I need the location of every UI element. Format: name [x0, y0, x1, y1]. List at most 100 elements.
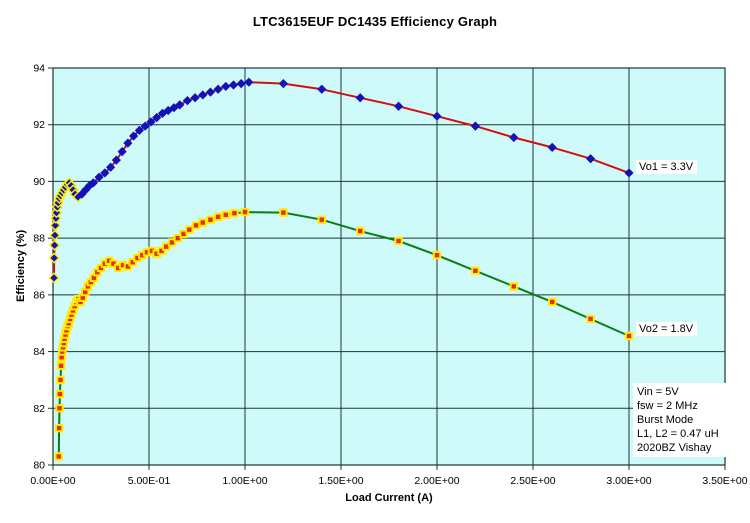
x-tick-label: 0.00E+00	[30, 475, 75, 487]
square-marker	[221, 210, 231, 220]
y-tick-label: 80	[33, 460, 45, 472]
conditions-annotation: Vin = 5V fsw = 2 MHz Burst Mode L1, L2 =…	[633, 383, 750, 457]
diamond-marker	[48, 239, 61, 251]
y-tick-label: 86	[33, 289, 45, 301]
diamond-marker	[81, 185, 91, 195]
diamond-marker	[48, 272, 60, 284]
square-marker	[509, 282, 519, 291]
annotation-line: Vin = 5V	[637, 386, 679, 398]
y-axis-title: Efficiency (%)	[15, 229, 27, 303]
square-marker	[109, 259, 118, 268]
square-marker	[191, 221, 201, 230]
diamond-marker	[182, 96, 192, 106]
diamond-marker	[394, 101, 404, 111]
y-tick-label: 88	[33, 233, 45, 245]
diamond-marker	[547, 142, 557, 152]
square-marker	[624, 331, 634, 341]
x-tick-label: 2.50E+00	[510, 475, 555, 487]
y-tick-label: 82	[33, 403, 45, 415]
x-tick-label: 3.50E+00	[702, 475, 747, 487]
diamond-marker	[432, 111, 442, 121]
diamond-marker	[278, 78, 288, 89]
diamond-marker	[244, 77, 254, 87]
diamond-marker	[111, 155, 121, 165]
y-tick-label: 90	[33, 176, 45, 188]
square-marker	[173, 233, 183, 243]
x-tick-label: 3.00E+00	[606, 475, 651, 487]
square-marker	[206, 215, 215, 224]
diamond-marker	[198, 90, 208, 100]
plot-area	[53, 68, 725, 465]
diamond-marker	[129, 131, 139, 141]
diamond-marker	[88, 178, 98, 188]
annotation-line: fsw = 2 MHz	[637, 400, 698, 412]
diamond-marker	[221, 81, 231, 92]
square-marker	[185, 225, 194, 234]
square-marker	[471, 266, 480, 275]
diamond-marker	[236, 78, 246, 89]
diamond-marker	[134, 125, 144, 135]
diamond-marker	[624, 168, 634, 178]
square-marker	[123, 262, 133, 271]
square-marker	[54, 452, 63, 461]
square-marker	[179, 229, 188, 239]
square-marker	[198, 218, 207, 227]
square-marker	[317, 215, 327, 224]
diamond-marker	[49, 219, 61, 231]
square-marker	[157, 246, 166, 256]
diamond-marker	[317, 84, 327, 94]
square-marker	[55, 389, 65, 399]
diamond-marker	[228, 80, 239, 90]
square-marker	[56, 361, 66, 370]
diamond-marker	[94, 172, 104, 182]
x-tick-label: 2.00E+00	[414, 475, 459, 487]
square-marker	[128, 258, 137, 267]
x-tick-label: 1.50E+00	[318, 475, 363, 487]
diamond-marker	[152, 113, 162, 123]
y-tick-label: 92	[33, 119, 45, 131]
diamond-marker	[50, 207, 63, 219]
square-marker	[586, 314, 595, 324]
diamond-marker	[175, 100, 185, 110]
square-marker	[432, 250, 442, 260]
y-tick-label: 94	[33, 63, 45, 75]
diamond-marker	[123, 138, 133, 148]
x-tick-label: 1.00E+00	[222, 475, 267, 487]
square-marker	[230, 208, 239, 218]
y-tick-label: 84	[33, 346, 45, 358]
diamond-marker	[586, 154, 596, 164]
annotation-line: Burst Mode	[637, 414, 694, 426]
diamond-marker	[190, 93, 200, 103]
diamond-marker	[100, 168, 110, 178]
square-marker	[548, 297, 557, 307]
plot-border	[52, 67, 726, 466]
square-marker	[394, 236, 403, 246]
series-label-vo2: Vo2 = 1.8V	[636, 322, 698, 336]
diamond-marker	[355, 93, 365, 103]
square-marker	[213, 212, 223, 222]
diamond-marker	[140, 121, 150, 131]
annotation-line: L1, L2 = 0.47 uH	[637, 428, 719, 440]
square-marker	[279, 208, 288, 217]
square-marker	[167, 238, 177, 247]
square-marker	[55, 404, 64, 413]
square-marker	[356, 226, 365, 236]
diamond-marker	[509, 132, 519, 143]
annotation-line: 2020BZ Vishay	[637, 442, 712, 454]
x-tick-label: 5.00E-01	[128, 475, 171, 487]
square-marker	[56, 375, 65, 385]
diamond-marker	[106, 162, 116, 172]
series-label-vo1: Vo1 = 3.3V	[636, 160, 698, 174]
diamond-marker	[213, 84, 223, 94]
diamond-marker	[470, 121, 480, 131]
diamond-marker	[117, 147, 127, 157]
diamond-marker	[205, 87, 216, 97]
diamond-marker	[48, 252, 60, 264]
diamond-marker	[49, 229, 61, 241]
square-marker	[162, 242, 171, 251]
square-marker	[54, 423, 64, 433]
diamond-marker	[146, 117, 156, 127]
x-axis-title: Load Current (A)	[345, 492, 433, 504]
